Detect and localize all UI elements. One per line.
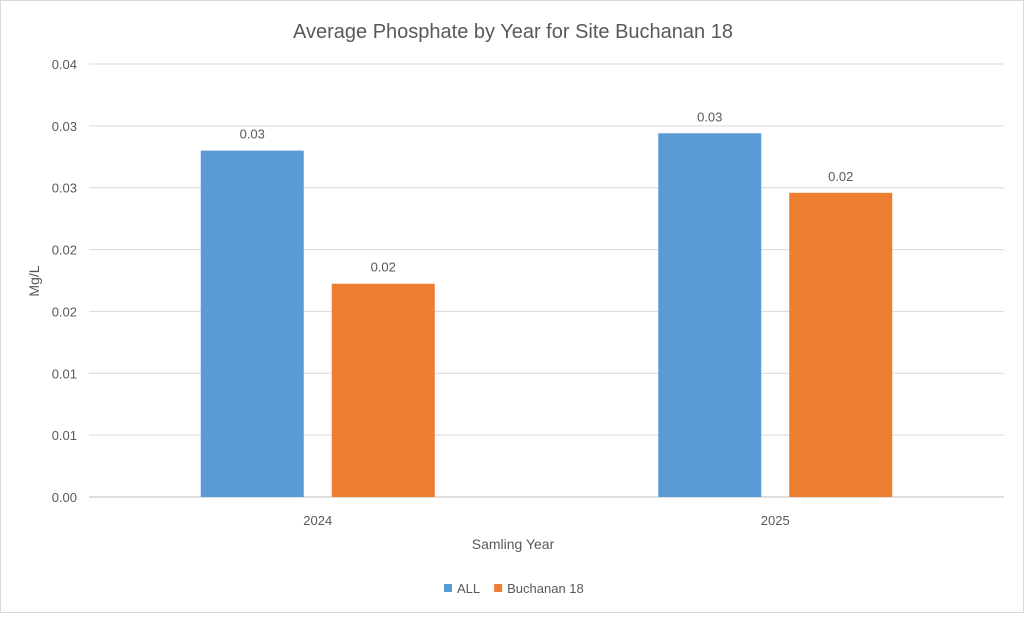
y-tick-label: 0.01	[52, 366, 77, 381]
y-tick-label: 0.02	[52, 243, 77, 258]
y-tick-label: 0.02	[52, 304, 77, 319]
legend-label: Buchanan 18	[507, 581, 584, 596]
x-tick-label: 2024	[303, 513, 332, 528]
y-axis-label: Mg/L	[26, 265, 42, 296]
data-label: 0.02	[828, 169, 853, 184]
y-tick-label: 0.00	[52, 490, 77, 505]
x-tick-label: 2025	[761, 513, 790, 528]
bar-buchanan-18-2024	[331, 283, 435, 497]
bar-all-2024	[200, 150, 304, 497]
data-label: 0.02	[371, 260, 396, 275]
legend-swatch	[494, 584, 503, 592]
bar-all-2025	[658, 133, 762, 497]
legend-swatch	[444, 584, 452, 592]
x-tick-labels: 2024 2025	[303, 513, 789, 528]
x-axis-label: Samling Year	[472, 536, 555, 552]
y-tick-label: 0.01	[52, 428, 77, 443]
chart-title: Average Phosphate by Year for Site Bucha…	[293, 21, 733, 43]
data-label: 0.03	[697, 109, 722, 124]
legend: ALL Buchanan 18	[444, 581, 584, 596]
bar-buchanan-18-2025	[789, 192, 893, 497]
y-tick-label: 0.03	[52, 119, 77, 134]
data-label: 0.03	[240, 127, 265, 142]
bars: 0.03 0.02 0.03 0.02	[200, 109, 893, 497]
y-tick-label: 0.03	[52, 181, 77, 196]
y-tick-labels: 0.00 0.01 0.01 0.02 0.02 0.03 0.03 0.04	[52, 57, 77, 505]
y-tick-label: 0.04	[52, 57, 77, 72]
legend-label: ALL	[457, 581, 480, 596]
